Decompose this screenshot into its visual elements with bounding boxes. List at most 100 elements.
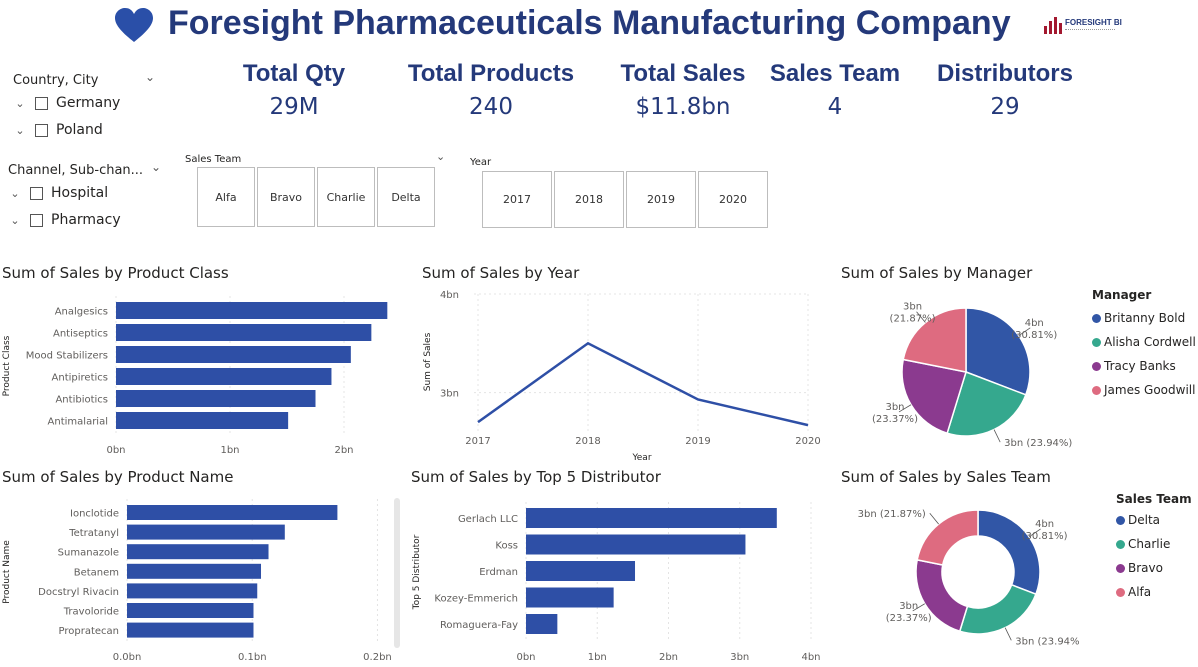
chart-title-product-class: Sum of Sales by Product Class bbox=[2, 264, 229, 282]
bar bbox=[526, 508, 777, 528]
y-tick-label: Betanem bbox=[74, 567, 119, 578]
legend-item[interactable]: Tracy Banks bbox=[1092, 354, 1196, 378]
tile-charlie[interactable]: Charlie bbox=[317, 167, 375, 227]
data-label-pct: (30.81%) bbox=[1022, 531, 1068, 542]
slice bbox=[946, 371, 1027, 437]
legend-label: Bravo bbox=[1128, 561, 1163, 575]
x-tick-label: 1bn bbox=[220, 445, 239, 456]
legend-item[interactable]: Charlie bbox=[1116, 532, 1192, 556]
tile-2019[interactable]: 2019 bbox=[626, 171, 696, 228]
tile-2020[interactable]: 2020 bbox=[698, 171, 768, 228]
chevron-down-icon[interactable]: ⌄ bbox=[10, 213, 20, 227]
tile-delta[interactable]: Delta bbox=[377, 167, 435, 227]
legend-dot bbox=[1116, 563, 1125, 573]
bar bbox=[526, 561, 636, 581]
slicer-item-pharmacy[interactable]: ⌄ Pharmacy bbox=[8, 212, 120, 228]
logo: FORESIGHT BI bbox=[1044, 16, 1124, 38]
sales-by-year-chart: 3bn 4bn 2017 2018 2019 2020 Year Sum of Sales bbox=[423, 290, 821, 463]
top5-distributor-chart: 0bn 1bn 2bn 3bn 4bn Gerlach LLC Koss Erdman Koze… bbox=[412, 502, 821, 663]
bar bbox=[526, 614, 558, 634]
checkbox[interactable] bbox=[30, 213, 43, 227]
chevron-down-icon[interactable]: ⌄ bbox=[15, 123, 25, 137]
bar bbox=[116, 324, 372, 341]
bar bbox=[127, 524, 285, 540]
y-tick-label: Koss bbox=[495, 541, 518, 552]
tile-bravo[interactable]: Bravo bbox=[257, 167, 315, 227]
legend-label: Britanny Bold bbox=[1104, 311, 1186, 325]
legend-item[interactable]: James Goodwill bbox=[1092, 378, 1196, 402]
legend-label: Alfa bbox=[1128, 585, 1152, 599]
chevron-down-icon[interactable]: ⌄ bbox=[151, 160, 162, 174]
slicer-item-germany[interactable]: ⌄ Germany bbox=[13, 95, 120, 111]
axis-label-y: Product Class bbox=[2, 335, 12, 396]
chevron-down-icon[interactable]: ⌄ bbox=[15, 96, 25, 110]
legend-item[interactable]: Britanny Bold bbox=[1092, 306, 1196, 330]
y-tick-label: Travoloride bbox=[63, 607, 119, 618]
chevron-down-icon[interactable]: ⌄ bbox=[145, 70, 156, 84]
bar bbox=[127, 505, 338, 520]
tile-2017[interactable]: 2017 bbox=[482, 171, 552, 228]
x-tick-label: 4bn bbox=[801, 652, 820, 663]
axis-label-x: Year bbox=[631, 453, 651, 463]
kpi-total-qty-value: 29M bbox=[269, 94, 319, 120]
x-tick-label: 2019 bbox=[685, 436, 710, 447]
series-line bbox=[477, 341, 809, 427]
y-tick-label: Propratecan bbox=[59, 626, 120, 637]
year-slicer-title: Year bbox=[470, 157, 492, 168]
legend-title: Sales Team bbox=[1116, 492, 1192, 506]
data-label: 3bn bbox=[885, 402, 904, 413]
chart-title-product-name: Sum of Sales by Product Name bbox=[2, 468, 234, 486]
y-tick-label: Romaguera-Fay bbox=[440, 620, 518, 631]
leader-line bbox=[1028, 528, 1041, 538]
legend-item[interactable]: Alfa bbox=[1116, 580, 1192, 604]
chevron-down-icon[interactable]: ⌄ bbox=[10, 186, 20, 200]
bar bbox=[526, 587, 614, 608]
legend-dot bbox=[1116, 515, 1125, 525]
x-tick-label: 3bn bbox=[730, 652, 749, 663]
kpi-distributors-value: 29 bbox=[990, 94, 1020, 120]
product-class-chart: 0bn 1bn 2bn Analgesics Antiseptics Mood Stabi… bbox=[2, 296, 388, 456]
y-tick-label: 3bn bbox=[440, 389, 459, 400]
slicer-item-poland[interactable]: ⌄ Poland bbox=[13, 122, 102, 138]
bar bbox=[127, 622, 254, 638]
chart-title-sales-by-manager: Sum of Sales by Manager bbox=[841, 264, 1033, 282]
tile-2018[interactable]: 2018 bbox=[554, 171, 624, 228]
tile-alfa[interactable]: Alfa bbox=[197, 167, 255, 227]
slicer-item-label: Hospital bbox=[51, 185, 109, 201]
chevron-down-icon[interactable]: ⌄ bbox=[436, 150, 446, 163]
checkbox[interactable] bbox=[35, 96, 48, 110]
legend-dot bbox=[1092, 385, 1101, 395]
legend-dot bbox=[1092, 337, 1101, 347]
slicer-item-hospital[interactable]: ⌄ Hospital bbox=[8, 185, 108, 201]
kpi-total-sales-label: Total Sales bbox=[620, 60, 746, 87]
y-tick-label: Docstryl Rivacin bbox=[38, 587, 119, 598]
y-tick-label: Antipiretics bbox=[52, 373, 108, 384]
data-label-pct: (30.81%) bbox=[1011, 330, 1057, 341]
y-tick-label: Antimalarial bbox=[48, 417, 108, 428]
bar-chart-icon bbox=[1044, 17, 1062, 34]
kpi-total-qty-label: Total Qty bbox=[242, 60, 346, 87]
sales-team-legend: Sales Team Delta Charlie Bravo Alfa bbox=[1116, 492, 1192, 604]
legend-dot bbox=[1116, 587, 1125, 597]
kpi-sales-team-value: 4 bbox=[827, 94, 843, 120]
x-tick-label: 2017 bbox=[465, 436, 490, 447]
y-tick-label: Kozey-Emmerich bbox=[434, 594, 518, 605]
legend-item[interactable]: Alisha Cordwell bbox=[1092, 330, 1196, 354]
axis-label-y: Product Name bbox=[2, 540, 12, 604]
country-slicer-title: Country, City bbox=[13, 73, 99, 88]
kpi-total-products-value: 240 bbox=[469, 94, 513, 120]
kpi-total-products-label: Total Products bbox=[407, 60, 575, 87]
legend-item[interactable]: Delta bbox=[1116, 508, 1192, 532]
axis-label-y: Top 5 Distributor bbox=[412, 534, 422, 610]
bar bbox=[116, 368, 332, 385]
x-tick-label: 2020 bbox=[795, 436, 820, 447]
sales-by-manager-chart: 4bn(30.81%)3bn (23.94%)3bn(23.37%)3bn(21… bbox=[872, 302, 1072, 449]
bar bbox=[116, 390, 316, 407]
slice bbox=[965, 307, 1031, 396]
checkbox[interactable] bbox=[35, 123, 48, 137]
checkbox[interactable] bbox=[30, 186, 43, 200]
y-tick-label: Analgesics bbox=[55, 307, 108, 318]
scrollbar[interactable] bbox=[394, 498, 400, 648]
legend-item[interactable]: Bravo bbox=[1116, 556, 1192, 580]
data-label-pct: (23.37%) bbox=[886, 613, 932, 624]
